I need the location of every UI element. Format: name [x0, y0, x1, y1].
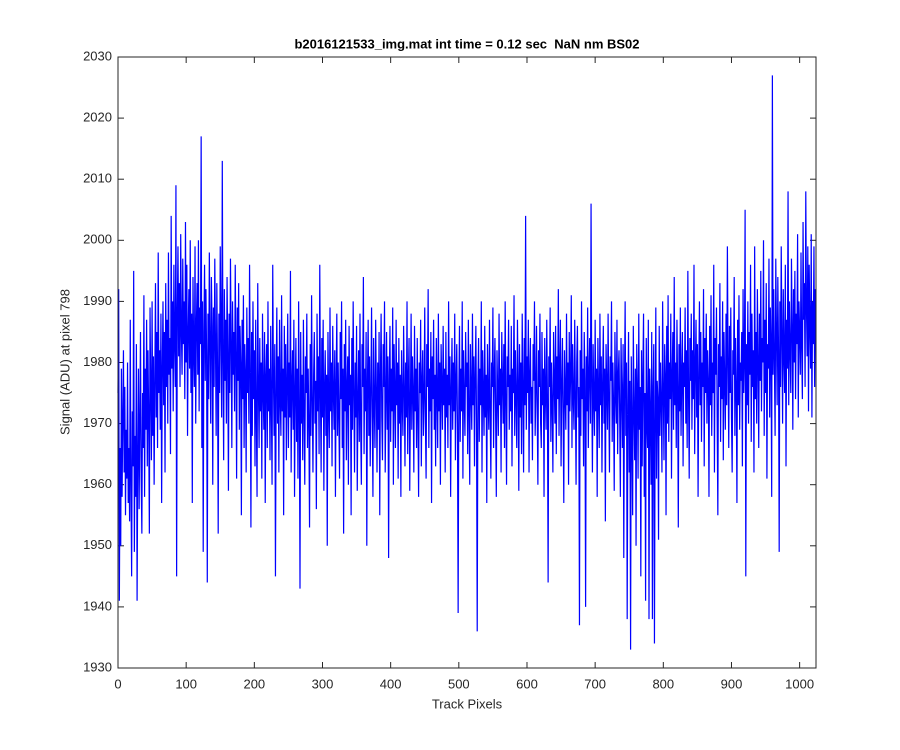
chart-title: b2016121533_img.mat int time = 0.12 sec …: [294, 36, 639, 51]
x-tick-label: 500: [448, 676, 470, 691]
y-tick-label: 1940: [83, 598, 112, 613]
x-tick-label: 900: [721, 676, 743, 691]
y-tick-label: 2030: [83, 48, 112, 63]
x-tick-label: 700: [584, 676, 606, 691]
data-line: [117, 75, 816, 650]
x-tick-label: 100: [175, 676, 197, 691]
x-axis-label: Track Pixels: [432, 696, 503, 711]
x-tick-label: 800: [652, 676, 674, 691]
y-tick-label: 1970: [83, 415, 112, 430]
y-axis-label: Signal (ADU) at pixel 798: [57, 289, 72, 435]
y-tick-label: 1930: [83, 659, 112, 674]
y-tick-label: 2000: [83, 232, 112, 247]
x-tick-label: 0: [114, 676, 121, 691]
x-tick-label: 300: [312, 676, 334, 691]
x-tick-label: 400: [380, 676, 402, 691]
y-tick-label: 1980: [83, 354, 112, 369]
axes-box: [117, 56, 817, 669]
x-tick-label: 600: [516, 676, 538, 691]
y-tick-label: 2010: [83, 171, 112, 186]
y-tick-label: 1960: [83, 476, 112, 491]
y-tick-label: 1990: [83, 293, 112, 308]
y-tick-label: 2020: [83, 110, 112, 125]
y-tick-label: 1950: [83, 537, 112, 552]
x-tick-label: 200: [243, 676, 265, 691]
x-tick-label: 1000: [785, 676, 814, 691]
